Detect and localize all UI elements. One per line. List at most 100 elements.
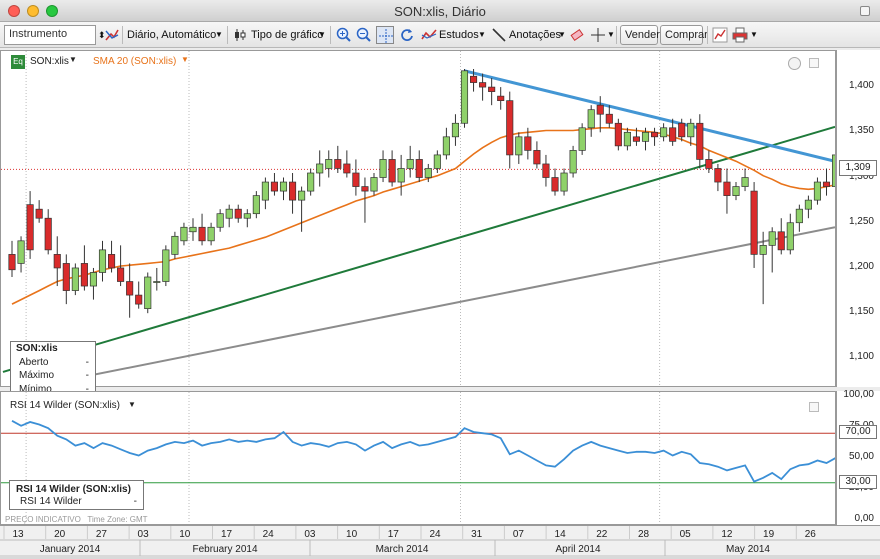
panel-maximize-icon[interactable] — [809, 402, 819, 412]
day-tick-label: 20 — [54, 529, 66, 540]
eraser-icon[interactable] — [569, 27, 585, 45]
close-window-button[interactable] — [8, 5, 20, 17]
period-dropdown[interactable]: Diário, Automático — [127, 29, 217, 41]
sell-button[interactable]: Vender — [620, 25, 660, 45]
chevron-down-icon[interactable]: ▼ — [69, 55, 77, 64]
candle — [442, 136, 450, 156]
candle — [189, 226, 197, 233]
day-tick-label: 19 — [763, 529, 775, 540]
candle — [696, 122, 704, 160]
candle — [632, 136, 641, 142]
print-icon[interactable] — [732, 27, 748, 45]
chevron-down-icon[interactable]: ▼ — [215, 30, 223, 39]
candle — [162, 249, 170, 282]
crosshair-cursor-icon[interactable] — [590, 27, 606, 45]
info-box-row: Aberto - — [11, 356, 95, 370]
clock-icon[interactable] — [788, 57, 801, 70]
candle — [316, 163, 324, 174]
candle — [71, 267, 79, 291]
zoom-out-icon[interactable] — [356, 27, 372, 45]
candle — [126, 281, 134, 296]
chevron-down-icon[interactable]: ▼ — [181, 55, 189, 64]
instrument-input[interactable]: Instrumento — [4, 25, 96, 45]
instrument-stepper-icon[interactable]: ⬍ — [98, 30, 106, 40]
candle — [180, 226, 188, 242]
toolbar-separator — [616, 26, 617, 44]
info-box-label: Aberto — [19, 356, 49, 368]
time-axis: 13 20 27 03 10 17 24 03 10 17 24 31 07 14 22 28 05 12 19 26… — [0, 525, 880, 556]
candle — [35, 208, 43, 219]
day-tick-label: 31 — [471, 529, 483, 540]
candle — [44, 217, 52, 251]
candle — [334, 159, 342, 169]
annotation-line-icon[interactable] — [491, 27, 507, 45]
chart-settings-icon[interactable] — [712, 27, 728, 45]
chevron-down-icon[interactable]: ▼ — [750, 30, 758, 39]
fullscreen-icon[interactable] — [860, 6, 870, 16]
candle — [759, 244, 767, 255]
rsi-tick-label: 50,00 — [848, 451, 874, 462]
candle — [98, 249, 107, 273]
candle — [723, 181, 731, 196]
info-box-row: Mínimo - — [11, 383, 95, 397]
price-tick-label: 1,250 — [848, 215, 874, 227]
info-box-row: Máximo - — [11, 369, 95, 383]
gray-trend-line — [31, 226, 835, 386]
candle — [795, 208, 803, 224]
candle — [307, 172, 315, 192]
rsi-legend-title: RSI 14 Wilder (SON:xlis) — [16, 484, 131, 495]
candle — [831, 154, 835, 187]
chart-type-dropdown[interactable]: Tipo de gráfico — [251, 29, 324, 41]
candle — [117, 267, 125, 282]
candle — [687, 122, 695, 138]
chevron-down-icon[interactable]: ▼ — [558, 30, 566, 39]
candle — [542, 163, 550, 178]
green-trend-line — [2, 125, 835, 373]
month-label: May 2014 — [726, 544, 770, 555]
refresh-icon[interactable] — [399, 27, 415, 45]
chevron-down-icon[interactable]: ▼ — [478, 30, 486, 39]
equity-icon: Eq — [11, 55, 25, 69]
candle — [406, 159, 414, 169]
time-axis-labels: 13 20 27 03 10 17 24 03 10 17 24 31 07 14 22 28 05 12 19 26… — [0, 526, 880, 556]
rsi-info-box: RSI 14 Wilder (SON:xlis) RSI 14 Wilder - — [9, 480, 144, 510]
candle — [804, 199, 812, 210]
chevron-down-icon[interactable]: ▼ — [318, 30, 326, 39]
candle — [551, 177, 559, 192]
price-panel[interactable]: Eq SON:xlis ▼ SMA 20 (SON:xlis) ▼ SON:xl… — [0, 50, 836, 431]
rsi-level-tag: 70,00 — [839, 425, 877, 440]
day-tick-label: 05 — [680, 529, 692, 540]
zoom-in-icon[interactable] — [336, 27, 352, 45]
zoom-window-button[interactable] — [46, 5, 58, 17]
candle — [135, 294, 143, 305]
day-tick-label: 22 — [596, 529, 608, 540]
chevron-down-icon[interactable]: ▼ — [607, 30, 615, 39]
candle — [107, 254, 116, 269]
candle — [660, 127, 668, 138]
studies-icon[interactable] — [421, 27, 437, 45]
compare-chart-icon[interactable] — [104, 27, 120, 45]
price-tick-label: 1,100 — [848, 351, 874, 363]
info-box-label: Mínimo — [19, 383, 52, 395]
price-tick-label: 1,350 — [848, 125, 874, 137]
candle — [614, 122, 622, 147]
candle — [62, 263, 70, 291]
day-tick-label: 26 — [805, 529, 817, 540]
candle — [415, 159, 423, 178]
studies-dropdown[interactable]: Estudos — [439, 29, 479, 41]
annotations-dropdown[interactable]: Anotações — [509, 29, 561, 41]
price-chart[interactable] — [1, 51, 835, 386]
month-label: April 2014 — [555, 544, 600, 555]
candle — [596, 104, 604, 115]
buy-button[interactable]: Comprar — [660, 25, 708, 45]
candle — [433, 154, 441, 169]
panel-maximize-icon[interactable] — [809, 58, 819, 68]
minimize-window-button[interactable] — [27, 5, 39, 17]
candle — [207, 226, 215, 242]
crosshair-icon[interactable] — [376, 26, 394, 44]
candle — [705, 159, 713, 169]
candle — [243, 213, 251, 219]
chevron-down-icon[interactable]: ▼ — [128, 400, 136, 409]
candlestick-icon[interactable] — [233, 28, 247, 46]
